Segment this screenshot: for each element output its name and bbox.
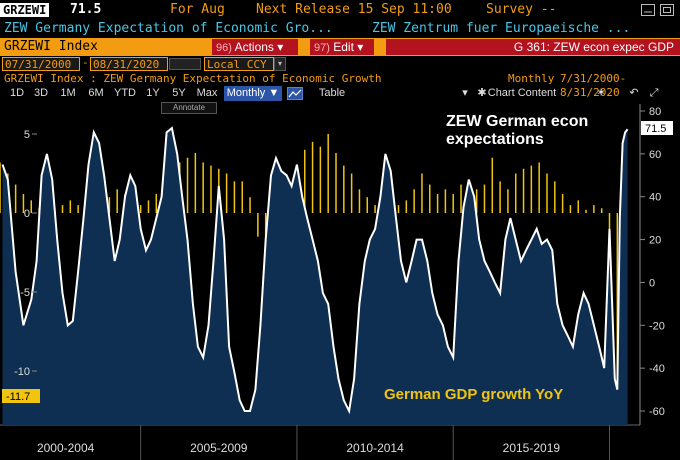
left-tick-label: -5 bbox=[20, 287, 30, 299]
series-frequency: Monthly bbox=[508, 72, 555, 85]
period-3d[interactable]: 3D bbox=[33, 87, 49, 99]
right-tick-label: -40 bbox=[649, 363, 665, 375]
window-restore-icon[interactable] bbox=[660, 3, 674, 16]
annotate-button[interactable]: Annotate bbox=[161, 102, 217, 114]
edit-menu[interactable]: 97) Edit ▾ bbox=[310, 39, 374, 55]
x-tick-label: 2000-2004 bbox=[37, 441, 95, 455]
right-tick-label: -60 bbox=[649, 406, 665, 418]
menu-bar: GRZEWI Index 96) Actions ▾ 97) Edit ▾ G … bbox=[0, 38, 680, 56]
left-tick-label: 5 bbox=[24, 129, 30, 141]
series-info-bar: GRZEWI Index : ZEW Germany Expectation o… bbox=[0, 72, 680, 99]
issuer-description: ZEW Zentrum fuer Europaeische ... bbox=[372, 21, 631, 36]
toolbar: 1D 3D 1M 6M YTD 1Y 5Y Max Monthly ▼ Tabl… bbox=[0, 86, 680, 102]
expand-icon[interactable]: ⤢ bbox=[649, 87, 659, 99]
period-1y[interactable]: 1Y bbox=[146, 87, 160, 99]
table-button[interactable]: Table bbox=[318, 87, 346, 99]
frequency-dropdown[interactable]: Monthly ▼ bbox=[224, 86, 282, 101]
x-tick-label: 2010-2014 bbox=[346, 441, 404, 455]
line-chart-icon[interactable] bbox=[286, 86, 304, 101]
right-tick-label: 80 bbox=[649, 106, 661, 118]
last-gdp-tag: -11.7 bbox=[6, 391, 30, 403]
start-date-field[interactable]: 07/31/2000 bbox=[2, 57, 80, 71]
left-axis: 5 0 -5 -10 bbox=[14, 129, 37, 378]
window-minimize-icon[interactable] bbox=[641, 3, 655, 16]
chart-content-button[interactable]: Chart Content bbox=[487, 87, 557, 99]
date-separator: - bbox=[82, 56, 89, 69]
series-description: GRZEWI Index : ZEW Germany Expectation o… bbox=[4, 72, 382, 85]
description-bar: ZEW Germany Expectation of Economic Gro.… bbox=[0, 20, 680, 38]
actions-menu[interactable]: 96) Actions ▾ bbox=[212, 39, 298, 55]
left-tick-label: 0 bbox=[24, 208, 30, 220]
right-tick-label: 60 bbox=[649, 149, 661, 161]
ticker-symbol[interactable]: GRZEWI bbox=[0, 3, 50, 17]
gdp-series-label: German GDP growth YoY bbox=[384, 386, 563, 403]
chevron-down-icon[interactable]: ▾ bbox=[462, 87, 468, 99]
header-bar: GRZEWI 71.5 For Aug Next Release 15 Sep … bbox=[0, 0, 680, 20]
x-axis: 2000-2004 2005-2009 2010-2014 2015-2019 bbox=[37, 425, 610, 460]
security-description: ZEW Germany Expectation of Economic Gro.… bbox=[4, 21, 333, 36]
last-value: 71.5 bbox=[70, 2, 102, 17]
zew-line bbox=[1, 126, 629, 415]
gear-icon[interactable]: ✱ bbox=[477, 87, 487, 99]
x-tick-label: 2005-2009 bbox=[190, 441, 248, 455]
survey: Survey -- bbox=[486, 2, 557, 17]
series-range: 7/31/2000-8/31/2020 bbox=[560, 72, 627, 99]
zew-area bbox=[2, 128, 628, 425]
end-date-field[interactable]: 08/31/2020 bbox=[90, 57, 168, 71]
chevron-down-icon[interactable]: ▾ bbox=[274, 57, 286, 71]
last-value-tag-bg bbox=[641, 121, 673, 135]
period-ytd[interactable]: YTD bbox=[114, 87, 136, 99]
next-release: Next Release 15 Sep 11:00 bbox=[256, 2, 452, 17]
period-5y[interactable]: 5Y bbox=[172, 87, 186, 99]
right-tick-label: 20 bbox=[649, 235, 661, 247]
right-tick-label: 0 bbox=[649, 277, 655, 289]
x-tick-label: 2015-2019 bbox=[503, 441, 561, 455]
chart-title-line1: ZEW German econ bbox=[446, 113, 588, 130]
security-name-field[interactable]: GRZEWI Index bbox=[0, 38, 210, 56]
period-1d[interactable]: 1D bbox=[9, 87, 25, 99]
chart-title-line2: expectations bbox=[446, 131, 544, 148]
for-period: For Aug bbox=[170, 2, 225, 17]
chart-area: 80 60 40 20 0 -20 -40 -60 5 0 -5 -10 2000-2004 2005… bbox=[0, 102, 680, 460]
left-tick-label: -10 bbox=[14, 366, 30, 378]
period-1m[interactable]: 1M bbox=[60, 87, 76, 99]
last-gdp-tag-bg bbox=[2, 389, 40, 403]
date-range-bar: 07/31/2000 - 08/31/2020 Local CCY ▾ bbox=[0, 56, 680, 72]
right-tick-label: -20 bbox=[649, 320, 665, 332]
date-picker-blank[interactable] bbox=[169, 58, 201, 70]
period-max[interactable]: Max bbox=[196, 87, 218, 99]
period-6m[interactable]: 6M bbox=[88, 87, 104, 99]
right-axis: 80 60 40 20 0 -20 -40 -60 bbox=[639, 104, 665, 425]
currency-select[interactable]: Local CCY bbox=[204, 57, 274, 71]
right-tick-label: 40 bbox=[649, 192, 661, 204]
graph-title: G 361: ZEW econ expec GDP bbox=[386, 39, 680, 55]
undo-icon[interactable]: ↶ bbox=[629, 87, 639, 99]
last-value-tag: 71.5 bbox=[645, 123, 666, 135]
settings-icon[interactable]: ✶ bbox=[596, 87, 606, 99]
